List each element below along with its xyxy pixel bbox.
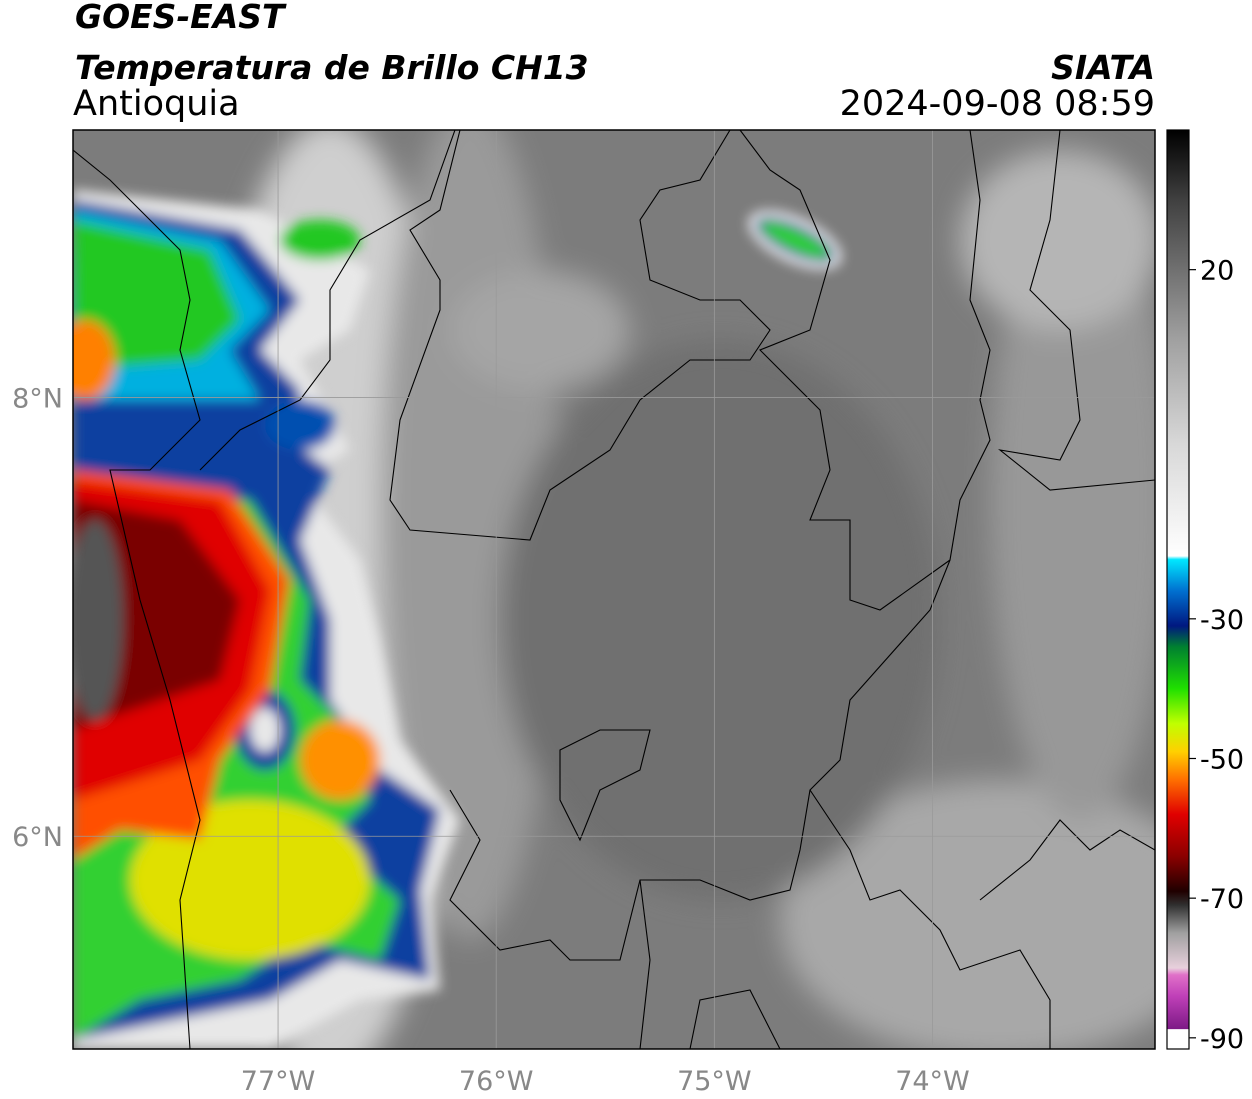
cloud-system [73,190,842,1049]
timestamp: 2024-09-08 08:59 [840,84,1155,124]
x-tick-label: 76°W [459,1066,534,1097]
region: Antioquia [73,84,240,124]
colorbar [1166,129,1190,1050]
y-tick-label: 6°N [12,822,63,853]
source: SIATA [1051,48,1155,87]
subtitle: Temperatura de Brillo CH13 [75,48,589,87]
colorbar-tick-label: -30 [1200,605,1244,636]
x-tick-label: 74°W [895,1066,970,1097]
satellite-image [73,130,1155,1049]
colorbar-tick-label: -70 [1200,884,1244,915]
borders [73,130,1155,1049]
y-tick-label: 8°N [12,384,63,415]
title: GOES-EAST [75,0,287,36]
grid [73,130,1155,1049]
x-tick-label: 77°W [241,1066,316,1097]
colorbar-tick-label: -50 [1200,744,1244,775]
colorbar-tick-label: 20 [1200,256,1234,287]
map-frame [72,129,1156,1050]
x-tick-label: 75°W [677,1066,752,1097]
colorbar-tick-label: -90 [1200,1024,1244,1055]
